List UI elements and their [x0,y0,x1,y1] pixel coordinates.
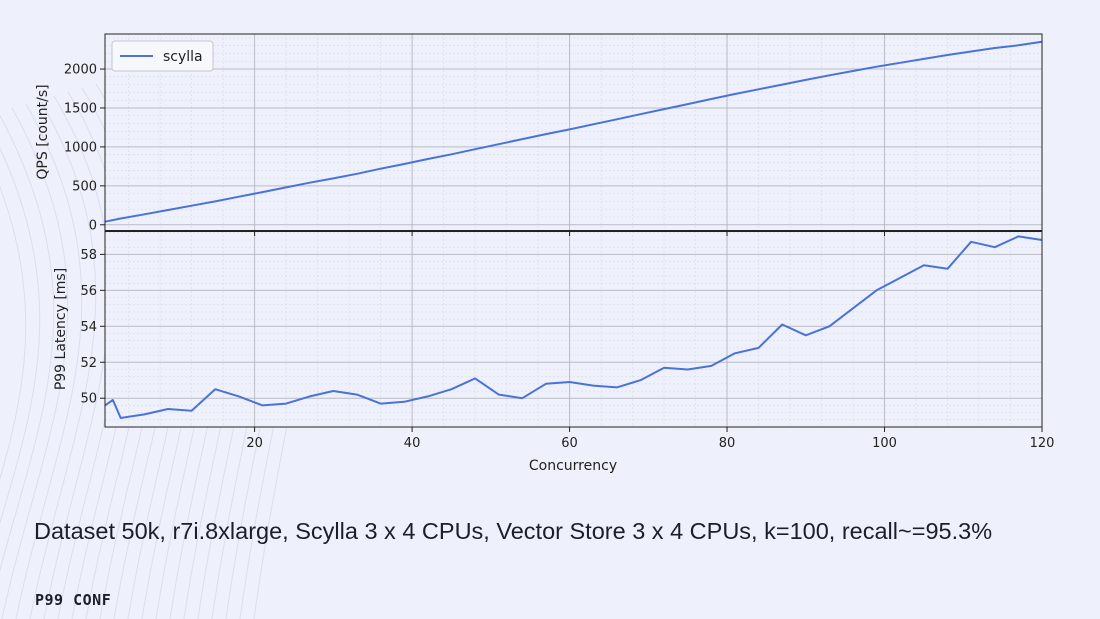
x-tick-label: 40 [404,436,421,451]
y-tick-label: 58 [80,248,97,263]
series-line [104,40,1043,223]
x-axis-title: Concurrency [529,458,617,474]
y-tick-label: 2000 [64,63,97,78]
caption-text: Dataset 50k, r7i.8xlarge, Scylla 3 x 4 C… [34,518,993,544]
top-series-group [104,40,1043,223]
series-line [104,235,1043,419]
bottom-plot-area [105,231,1042,427]
legend-label: scylla [163,49,203,65]
y-tick-label: 1500 [64,101,97,116]
x-tick-label: 20 [246,436,263,451]
x-tick-label: 100 [872,436,897,451]
y-tick-label: 500 [72,179,97,194]
x-tick-label: 120 [1030,436,1055,451]
brand-logo-text: P99 CONF [35,591,112,609]
bottom-ticks: 50 52 54 56 58 20 40 60 80 100 120 [80,248,1054,451]
y-tick-label: 0 [89,218,97,233]
x-tick-label: 80 [719,436,736,451]
bottom-minor-grid [105,231,1042,428]
top-ticks: 0 500 1000 1500 2000 [64,63,1043,236]
y-tick-label: 1000 [64,140,97,155]
top-major-grid [105,34,1043,231]
y-tick-label: 50 [80,392,97,407]
y-tick-label: 52 [80,356,97,371]
bottom-series-group [104,235,1043,419]
x-tick-label: 60 [561,436,578,451]
top-y-axis-title: QPS [count/s] [35,84,51,179]
legend: scylla [111,40,214,72]
y-tick-label: 56 [80,284,97,299]
top-plot-area [105,34,1042,231]
y-tick-label: 54 [80,320,97,335]
bottom-y-axis-title: P99 Latency [ms] [53,268,69,390]
legend-box [111,40,214,72]
